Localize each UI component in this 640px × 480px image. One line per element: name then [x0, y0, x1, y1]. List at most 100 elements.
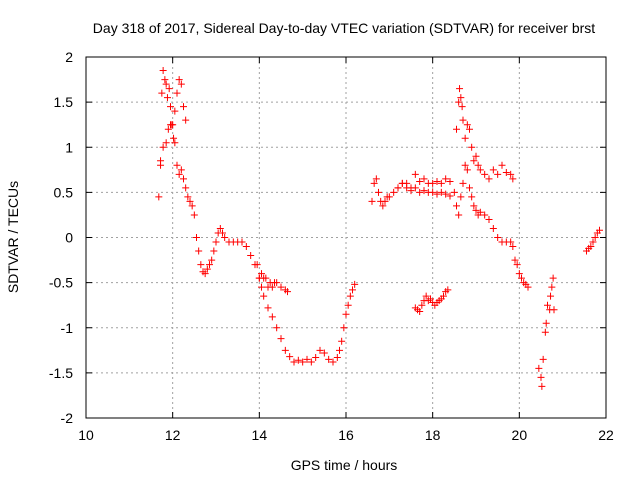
data-point — [474, 161, 482, 169]
data-point — [264, 304, 272, 312]
data-point — [219, 229, 226, 237]
data-point — [171, 139, 179, 147]
data-point — [320, 349, 328, 357]
data-point — [208, 256, 216, 264]
plot-area — [155, 67, 603, 390]
data-point — [429, 179, 437, 187]
x-tick-label: 22 — [598, 427, 614, 443]
data-point — [489, 224, 497, 232]
data-point — [182, 184, 190, 192]
data-point — [193, 234, 200, 241]
data-point — [163, 94, 171, 102]
data-point — [420, 175, 428, 183]
data-point — [457, 193, 465, 201]
data-point — [329, 358, 337, 366]
data-point — [262, 274, 270, 282]
data-point — [515, 270, 523, 278]
data-point — [164, 125, 172, 133]
data-point — [175, 170, 183, 178]
data-point — [440, 292, 447, 300]
data-point — [455, 211, 463, 219]
data-point — [190, 211, 198, 219]
data-point — [416, 178, 424, 186]
data-point — [463, 166, 471, 174]
series-track-I — [535, 274, 558, 390]
y-tick-label: -1 — [61, 320, 74, 336]
data-point — [171, 107, 179, 115]
data-point — [481, 170, 489, 178]
data-point — [379, 202, 387, 210]
data-point — [398, 179, 406, 187]
series-track-C — [253, 261, 359, 366]
data-point — [418, 301, 426, 309]
data-point — [509, 175, 517, 183]
y-tick-label: -0.5 — [49, 275, 73, 291]
chart-title: Day 318 of 2017, Sidereal Day-to-day VTE… — [93, 20, 595, 36]
data-point — [537, 373, 545, 381]
data-point — [498, 161, 506, 169]
data-point — [463, 121, 471, 129]
data-point — [336, 346, 343, 354]
data-point — [201, 270, 209, 278]
data-point — [422, 292, 430, 300]
data-point — [277, 335, 285, 343]
data-point — [458, 103, 466, 111]
data-point — [177, 166, 185, 174]
data-point — [242, 243, 250, 251]
data-point — [513, 261, 521, 269]
data-point — [260, 292, 268, 300]
data-point — [485, 215, 493, 223]
plot-frame — [85, 56, 607, 419]
x-axis-label: GPS time / hours — [291, 457, 398, 473]
data-point — [538, 382, 546, 390]
data-point — [173, 89, 181, 97]
data-point — [547, 292, 555, 300]
data-point — [456, 85, 464, 93]
data-point — [368, 197, 376, 205]
data-point — [294, 356, 302, 364]
data-point — [591, 234, 599, 241]
data-point — [518, 274, 525, 282]
data-point — [541, 328, 549, 336]
data-point — [268, 313, 276, 321]
data-point — [507, 170, 515, 178]
data-point — [548, 283, 556, 291]
data-point — [411, 184, 419, 192]
data-point — [470, 202, 478, 210]
data-point — [370, 179, 378, 187]
data-point — [476, 208, 484, 216]
data-point — [589, 238, 597, 246]
data-point — [342, 310, 350, 318]
data-point — [182, 116, 190, 124]
data-point — [416, 308, 424, 316]
data-point — [461, 161, 469, 169]
data-point — [481, 211, 489, 219]
data-point — [550, 306, 558, 314]
data-point — [169, 121, 177, 129]
data-point — [303, 355, 311, 363]
data-point — [446, 178, 454, 186]
data-point — [212, 238, 220, 246]
data-point — [427, 295, 434, 303]
data-point — [177, 80, 185, 88]
data-point — [338, 337, 346, 345]
x-tick-label: 18 — [425, 427, 441, 443]
data-point — [268, 283, 276, 291]
data-point — [307, 358, 315, 366]
data-point — [188, 202, 196, 210]
data-point — [511, 256, 519, 264]
y-tick-label: -1.5 — [49, 365, 73, 381]
x-tick-label: 14 — [252, 427, 268, 443]
data-point — [162, 139, 170, 147]
data-point — [290, 358, 298, 366]
tick-labels: 10 12 14 16 18 20 22 -2 -1.5 -1 -0.5 0 0.5 1 1.5 2 — [49, 49, 614, 443]
data-point — [468, 193, 476, 201]
data-point — [466, 184, 473, 192]
data-point — [197, 261, 205, 269]
data-point — [161, 76, 169, 84]
series-track-A — [155, 67, 190, 201]
data-point — [411, 170, 419, 178]
data-point — [494, 234, 502, 241]
data-point — [159, 143, 167, 151]
